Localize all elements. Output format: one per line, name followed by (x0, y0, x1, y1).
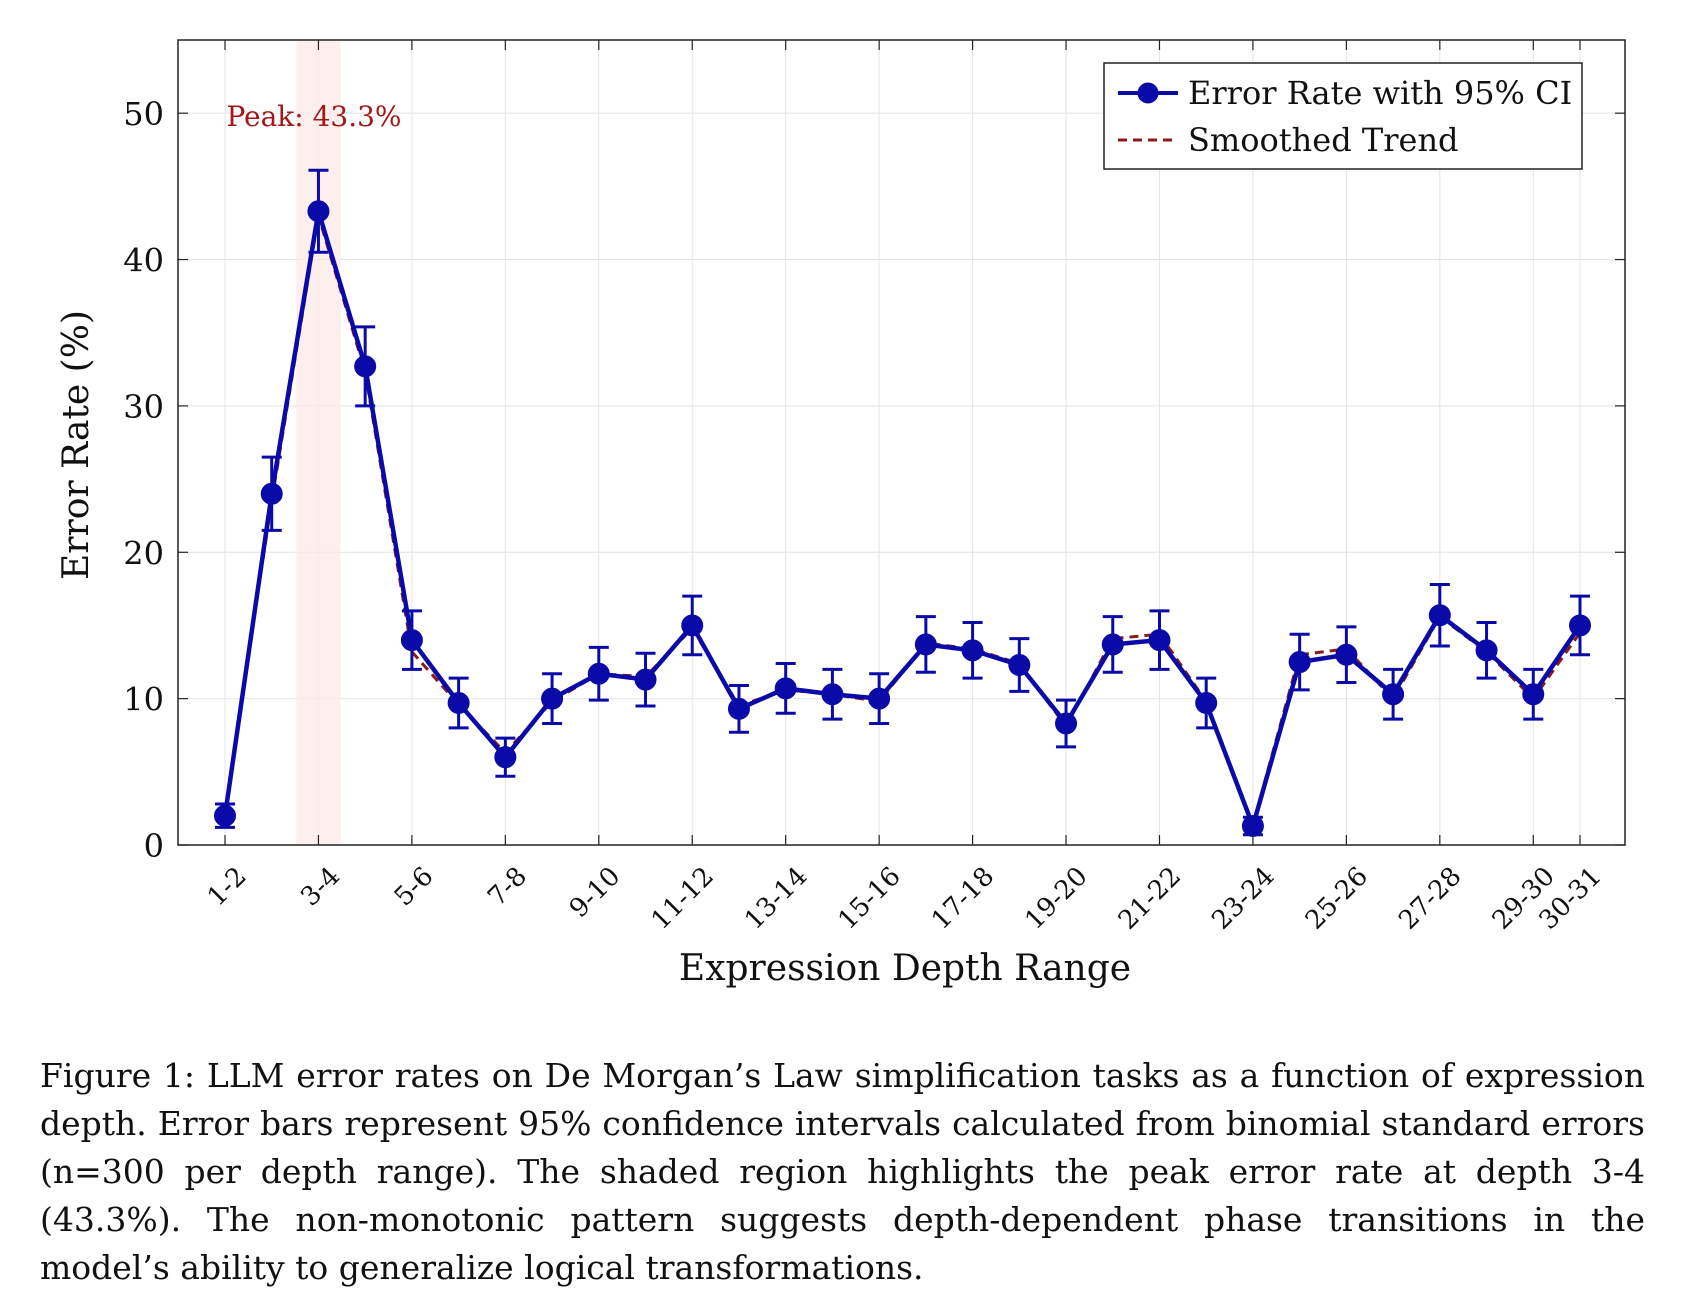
plot-frame (177, 39, 1626, 846)
data-point-27-28 (1428, 604, 1451, 627)
data-point-10-11 (634, 668, 657, 691)
error-rate-series-group (214, 200, 1591, 837)
highlight-region-group (296, 40, 341, 845)
y-tick-label-0: 0 (144, 827, 164, 865)
data-point-22-23 (1195, 692, 1218, 715)
y-tick-label-50: 50 (123, 95, 164, 133)
data-point-9-10 (587, 662, 610, 685)
x-axis-label: Expression Depth Range (679, 948, 1131, 989)
highlight-region (296, 40, 341, 845)
x-tick-label-27-28: 27-28 (1393, 861, 1467, 935)
y-tick-label-10: 10 (123, 681, 164, 719)
data-point-6-7 (447, 692, 470, 715)
legend-box (1103, 62, 1583, 170)
data-point-5-6 (400, 629, 423, 652)
peak-annotation: Peak: 43.3% (226, 100, 401, 133)
x-tick-label-25-26: 25-26 (1300, 861, 1374, 935)
y-tick-label-30: 30 (123, 388, 164, 426)
data-point-23-24 (1241, 814, 1264, 837)
x-tick-label-9-10: 9-10 (564, 861, 627, 924)
x-tick-label-19-20: 19-20 (1019, 861, 1093, 935)
x-tick-label-15-16: 15-16 (833, 861, 907, 935)
data-point-18-19 (1008, 653, 1031, 676)
data-point-7-8 (494, 746, 517, 769)
legend-label-error-rate: Error Rate with 95% CI (1188, 74, 1572, 112)
data-point-2-3 (260, 482, 283, 505)
smoothed-trend-group (223, 215, 1582, 830)
data-point-28-29 (1475, 639, 1498, 662)
x-tick-label-3-4: 3-4 (295, 861, 346, 912)
y-tick-label-20: 20 (123, 534, 164, 572)
data-point-12-13 (727, 697, 750, 720)
data-point-26-27 (1382, 683, 1405, 706)
data-point-3-4 (307, 200, 330, 223)
figure-caption: Figure 1: LLM error rates on De Morgan’s… (40, 1056, 1645, 1287)
data-point-15-16 (868, 687, 891, 710)
x-tick-label-23-24: 23-24 (1206, 861, 1280, 935)
x-tick-label-13-14: 13-14 (739, 861, 813, 935)
data-point-14-15 (821, 683, 844, 706)
y-axis-ticks: 0 10 20 30 40 50 (123, 95, 1625, 865)
x-tick-label-11-12: 11-12 (646, 861, 720, 935)
error-rate-line (222, 208, 1582, 829)
data-point-25-26 (1335, 643, 1358, 666)
data-point-4-5 (354, 355, 377, 378)
data-point-19-20 (1055, 712, 1078, 735)
data-point-20-21 (1101, 633, 1124, 656)
x-axis-ticks: 1-2 3-4 5-6 7-8 9-10 11-12 13-14 15-16 17-18 19-2… (202, 40, 1608, 936)
data-point-24-25 (1288, 651, 1311, 674)
x-tick-label-21-22: 21-22 (1113, 861, 1187, 935)
legend: Error Rate with 95% CI Smoothed Trend (1103, 62, 1583, 170)
plot-frame-group (177, 39, 1626, 846)
error-rate-chart: 0 10 20 30 40 50 1-2 3-4 5-6 7-8 9-10 11-12 13-14 15… (56, 39, 1626, 989)
legend-label-smoothed-trend: Smoothed Trend (1188, 121, 1459, 159)
y-axis-label: Error Rate (%) (56, 310, 97, 580)
x-tick-label-17-18: 17-18 (926, 861, 1000, 935)
x-tick-label-1-2: 1-2 (202, 861, 253, 912)
x-tick-label-7-8: 7-8 (482, 861, 533, 912)
data-point-8-9 (541, 687, 564, 710)
data-point-1-2 (214, 804, 236, 827)
data-point-13-14 (774, 677, 797, 700)
data-point-21-22 (1148, 629, 1171, 652)
data-point-30-31 (1569, 614, 1591, 637)
x-tick-label-5-6: 5-6 (389, 861, 440, 912)
error-bars-group (215, 168, 1590, 837)
data-point-11-12 (681, 614, 704, 637)
y-tick-label-40: 40 (123, 242, 164, 280)
data-point-16-17 (914, 633, 937, 656)
data-point-17-18 (961, 639, 984, 662)
data-point-29-30 (1522, 683, 1545, 706)
legend-marker-error-rate (1137, 82, 1159, 104)
smoothed-trend-line (223, 215, 1582, 830)
